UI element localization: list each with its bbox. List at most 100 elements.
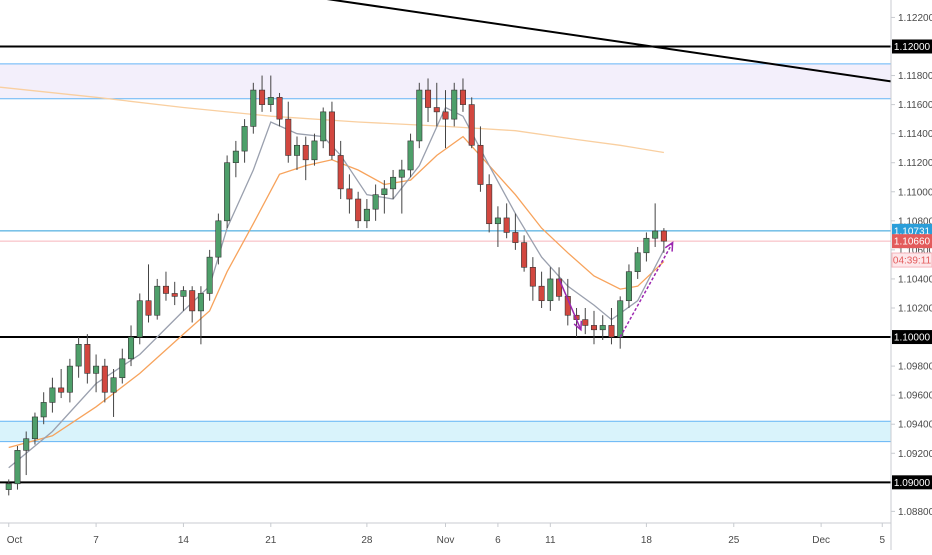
candle-body — [468, 104, 475, 146]
candle — [538, 271, 545, 308]
candle-body — [49, 387, 56, 403]
candle-body — [31, 416, 38, 440]
candle — [136, 293, 143, 345]
candle — [75, 337, 82, 378]
candle — [23, 431, 30, 476]
candle-body — [617, 300, 624, 338]
candle — [477, 126, 484, 192]
candle-body — [128, 336, 135, 360]
candle — [425, 78, 432, 123]
candle — [110, 369, 117, 417]
candle — [529, 257, 536, 301]
support-zone — [0, 421, 891, 442]
x-tick-label: 25 — [728, 535, 740, 546]
candle — [617, 296, 624, 349]
candle-body — [529, 267, 536, 287]
candle-body — [477, 144, 484, 185]
candle — [547, 267, 554, 311]
candle-body — [355, 198, 362, 222]
candle-body — [145, 300, 152, 316]
candle-body — [337, 155, 344, 190]
down-arrow-shaft — [558, 278, 582, 331]
candle-body — [590, 325, 598, 331]
x-tick-label: 18 — [641, 535, 653, 546]
y-tick-label: 1.10600 — [898, 245, 932, 256]
candle — [390, 169, 397, 200]
candle — [215, 213, 222, 265]
ma-mid-line — [8, 135, 665, 449]
candle-body — [40, 402, 47, 418]
candle — [599, 315, 606, 340]
candle — [634, 246, 641, 279]
candle — [276, 92, 283, 127]
candle — [494, 206, 501, 247]
candle — [486, 174, 493, 233]
candle — [311, 133, 318, 166]
level-label-1.12-text: 1.12000 — [894, 42, 931, 53]
candle — [398, 159, 405, 214]
x-tick-label: Dec — [812, 535, 830, 546]
level-label-1.12: 1.12000 — [892, 39, 932, 54]
candle-body — [425, 89, 432, 108]
candle-body — [582, 319, 589, 326]
candle-body — [267, 97, 274, 105]
candle-body — [407, 140, 414, 171]
candle-body — [503, 217, 510, 233]
candle-body — [119, 358, 126, 379]
candle — [363, 199, 370, 229]
trendline — [326, 0, 892, 83]
candle-body — [652, 230, 659, 239]
candle — [433, 82, 440, 127]
x-tick-label: 6 — [495, 535, 501, 546]
candle-body — [250, 89, 257, 127]
candle — [521, 235, 528, 272]
candle-body — [241, 126, 248, 152]
candle — [328, 101, 335, 160]
y-tick-label: 1.09600 — [898, 391, 932, 402]
candle-body — [381, 188, 388, 195]
candle — [128, 325, 135, 367]
candle — [145, 264, 152, 323]
candle-body — [494, 217, 501, 225]
candle-body — [136, 300, 143, 338]
candle — [608, 307, 615, 345]
candle-body — [634, 252, 641, 272]
candle — [582, 307, 589, 335]
x-tick-label: Nov — [437, 535, 455, 546]
candle — [154, 278, 161, 320]
y-tick-label: 1.10800 — [898, 216, 932, 227]
candle-body — [459, 89, 466, 105]
candle — [407, 133, 414, 178]
x-tick-label: Oct — [7, 535, 23, 546]
countdown-label: 04:39:11 — [891, 252, 932, 268]
y-tick-label: 1.09400 — [898, 420, 932, 431]
candle-body — [259, 89, 266, 105]
candle-body — [521, 242, 528, 268]
annotations-layer — [558, 241, 674, 338]
candle — [171, 281, 178, 306]
candle-body — [224, 162, 231, 222]
candle-body — [5, 483, 12, 490]
candle — [643, 232, 650, 262]
current-price-label-text: 1.10660 — [894, 237, 931, 248]
up-arrow — [619, 241, 674, 338]
candle-body — [398, 169, 405, 178]
candle-body — [171, 293, 178, 297]
y-tick-label: 1.11600 — [898, 100, 932, 111]
candle — [381, 180, 388, 214]
x-tick-label: 21 — [265, 535, 277, 546]
candle — [232, 140, 239, 178]
y-tick-label: 1.10200 — [898, 303, 932, 314]
y-tick-label: 1.09200 — [898, 449, 932, 460]
candle — [512, 213, 519, 250]
candle-body — [93, 365, 100, 374]
candle-body — [538, 285, 545, 302]
candle — [31, 412, 38, 445]
candle-body — [180, 290, 187, 297]
candle-body — [197, 293, 204, 312]
candle — [652, 203, 659, 247]
candle — [293, 136, 301, 170]
candle-body — [101, 365, 108, 393]
